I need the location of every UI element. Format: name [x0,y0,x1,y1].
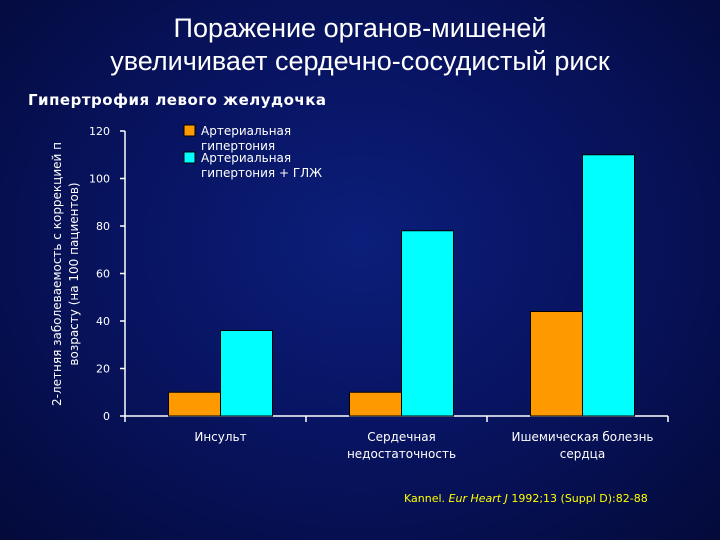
bar [349,391,402,417]
y-tick-label: 60 [96,268,110,281]
bar [401,230,454,417]
slide-title-line-2: увеличивает сердечно-сосудистый риск [110,46,610,76]
x-category-label: Ишемическая болезнь [512,430,654,444]
chart-subtitle: Гипертрофия левого желудочка [28,91,327,109]
slide-title-line-1: Поражение органов-мишеней [173,13,547,43]
slide-title: Поражение органов-мишеней увеличивает се… [0,12,720,78]
x-category-label: Инсульт [194,430,246,444]
y-tick-label: 20 [96,363,110,376]
y-tick-label: 120 [89,125,110,138]
legend-swatch [183,151,196,164]
y-tick-label: 0 [103,410,110,423]
x-category-label: недостаточность [347,447,456,461]
bar [168,391,221,417]
y-tick-label: 100 [89,173,110,186]
legend-label: гипертония [201,139,275,153]
y-tick-label: 40 [96,315,110,328]
citation-journal: Eur Heart J [448,492,508,505]
legend-swatch [183,124,196,137]
x-category-label: Сердечная [367,430,436,444]
bar [220,330,273,417]
y-axis-title-line-1: 2-летняя заболеваемость с коррекцией п [50,142,64,406]
citation-author: Kannel. [404,492,446,505]
bar [582,154,635,417]
y-axis-title-line-2: возрасту (на 100 пациентов) [67,182,81,365]
x-category-label: сердца [560,447,605,461]
citation-details: 1992;13 (Suppl D):82-88 [511,492,648,505]
legend-label: Артериальная [201,124,291,138]
citation: Kannel. Eur Heart J 1992;13 (Suppl D):82… [404,492,648,505]
y-tick-label: 80 [96,220,110,233]
legend-label: гипертония + ГЛЖ [201,166,322,180]
bar [530,311,583,417]
legend-label: Артериальная [201,151,291,165]
